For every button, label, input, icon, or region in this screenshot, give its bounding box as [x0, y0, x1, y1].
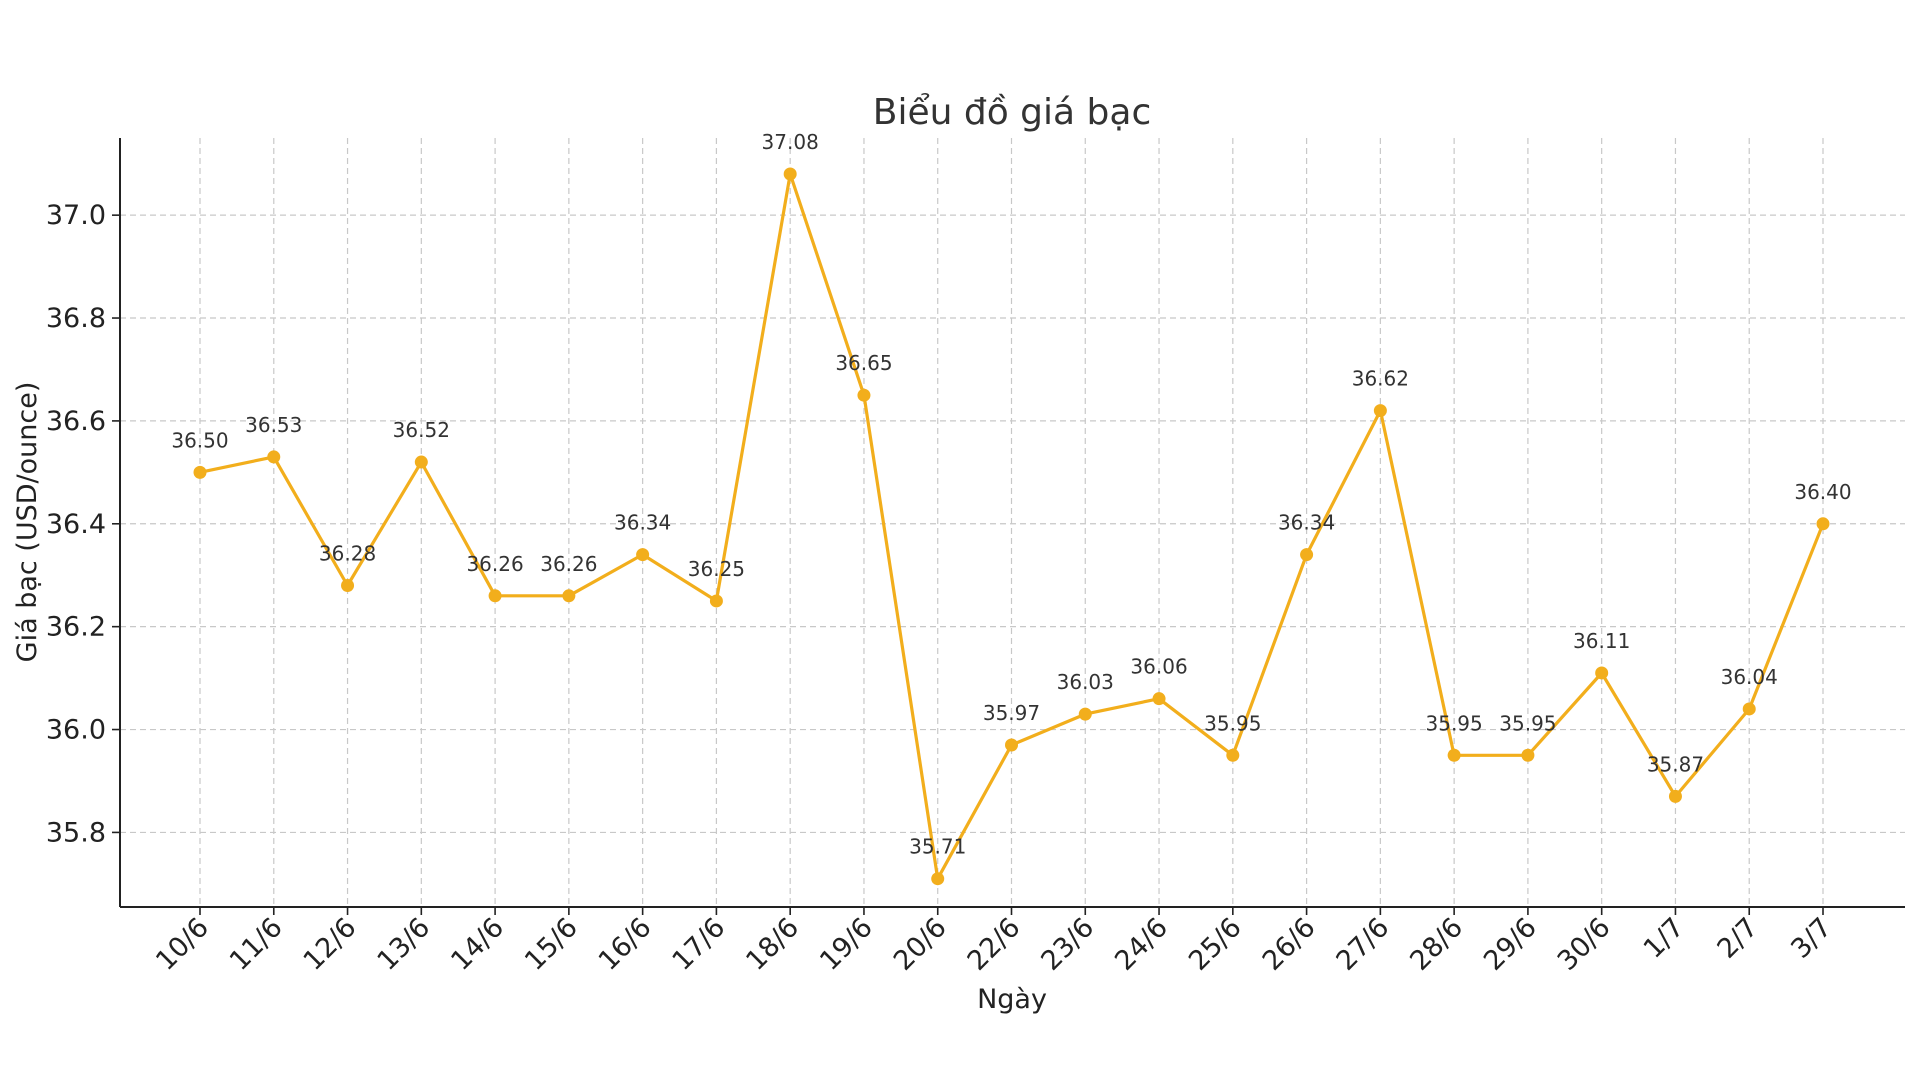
x-tick-label: 17/6	[667, 912, 732, 977]
x-tick-label: 2/7	[1712, 912, 1765, 965]
data-label: 35.87	[1647, 752, 1704, 776]
x-tick-label: 20/6	[888, 912, 953, 977]
data-label: 35.95	[1204, 711, 1261, 735]
data-point	[783, 167, 797, 181]
data-label: 35.71	[909, 835, 966, 859]
x-tick-label: 16/6	[593, 912, 658, 977]
y-tick-label: 36.0	[46, 715, 106, 746]
x-tick-label: 11/6	[224, 912, 289, 977]
y-tick-label: 35.8	[46, 817, 106, 848]
x-tick-label: 12/6	[298, 912, 363, 977]
y-ticks: 35.8 36.0 36.2 36.4 36.6 36.8 37.0	[46, 200, 120, 848]
data-label: 36.62	[1352, 367, 1409, 391]
data-point	[931, 872, 945, 886]
data-label: 35.95	[1426, 711, 1483, 735]
data-label: 36.28	[319, 542, 376, 566]
x-tick-label: 30/6	[1552, 912, 1617, 977]
data-label: 36.03	[1057, 670, 1114, 694]
data-point	[1152, 692, 1166, 706]
data-label: 36.34	[1278, 511, 1335, 535]
data-label: 36.26	[466, 552, 523, 576]
y-tick-label: 36.4	[46, 509, 106, 540]
y-tick-label: 37.0	[46, 200, 106, 231]
data-label: 36.34	[614, 511, 671, 535]
chart-title: Biểu đồ giá bạc	[873, 92, 1152, 133]
data-label: 36.50	[171, 428, 228, 452]
x-tick-label: 13/6	[371, 912, 436, 977]
x-tick-label: 27/6	[1331, 912, 1396, 977]
data-point	[1816, 517, 1830, 531]
data-label: 36.04	[1721, 665, 1778, 689]
series	[193, 167, 1830, 886]
data-point	[636, 548, 650, 562]
data-point	[193, 465, 207, 479]
data-label: 36.11	[1573, 629, 1630, 653]
x-tick-label: 15/6	[519, 912, 584, 977]
x-axis-title: Ngày	[977, 984, 1047, 1015]
data-label: 36.65	[835, 351, 892, 375]
data-point	[414, 455, 428, 469]
data-point	[1595, 666, 1609, 680]
data-point	[1521, 748, 1535, 762]
data-label: 35.95	[1499, 711, 1556, 735]
data-label: 37.08	[762, 130, 819, 154]
data-point	[1078, 707, 1092, 721]
x-ticks: 10/6 11/6 12/6 13/6 14/6 15/6 16/6 17/6 18/6 19/6…	[150, 907, 1838, 977]
data-point	[1373, 404, 1387, 418]
data-label: 35.97	[983, 701, 1040, 725]
x-tick-label: 28/6	[1404, 912, 1469, 977]
x-tick-label: 1/7	[1638, 912, 1691, 965]
data-label: 36.52	[393, 418, 450, 442]
x-tick-label: 3/7	[1785, 912, 1838, 965]
data-point	[267, 450, 281, 464]
x-tick-label: 22/6	[962, 912, 1027, 977]
data-point	[562, 589, 576, 603]
data-point	[1005, 738, 1018, 752]
x-tick-label: 10/6	[150, 912, 215, 977]
x-tick-label: 19/6	[814, 912, 879, 977]
x-tick-label: 14/6	[445, 912, 510, 977]
data-point	[341, 579, 355, 593]
data-point	[1447, 748, 1461, 762]
data-label: 36.53	[245, 413, 302, 437]
data-point	[1226, 748, 1240, 762]
grid	[120, 138, 1905, 907]
data-point	[709, 594, 723, 608]
x-tick-label: 26/6	[1257, 912, 1322, 977]
data-label: 36.25	[688, 557, 745, 581]
x-tick-label: 18/6	[740, 912, 805, 977]
x-tick-label: 24/6	[1109, 912, 1174, 977]
x-tick-label: 29/6	[1478, 912, 1543, 977]
axes	[119, 138, 1905, 908]
data-point	[1742, 702, 1756, 716]
data-labels: 36.50 36.53 36.28 36.52 36.26 36.26 36.34 36.25…	[171, 130, 1851, 859]
data-point	[857, 388, 871, 402]
data-point	[1300, 548, 1314, 562]
data-label: 36.26	[540, 552, 597, 576]
x-tick-label: 23/6	[1035, 912, 1100, 977]
y-tick-label: 36.2	[46, 612, 106, 643]
data-label: 36.06	[1130, 655, 1187, 679]
y-tick-label: 36.6	[46, 406, 106, 437]
y-tick-label: 36.8	[46, 303, 106, 334]
x-tick-label: 25/6	[1183, 912, 1248, 977]
data-point	[1668, 789, 1682, 803]
data-label: 36.40	[1794, 480, 1851, 504]
data-point	[488, 589, 502, 603]
y-axis-title: Giá bạc (USD/ounce)	[12, 382, 43, 663]
